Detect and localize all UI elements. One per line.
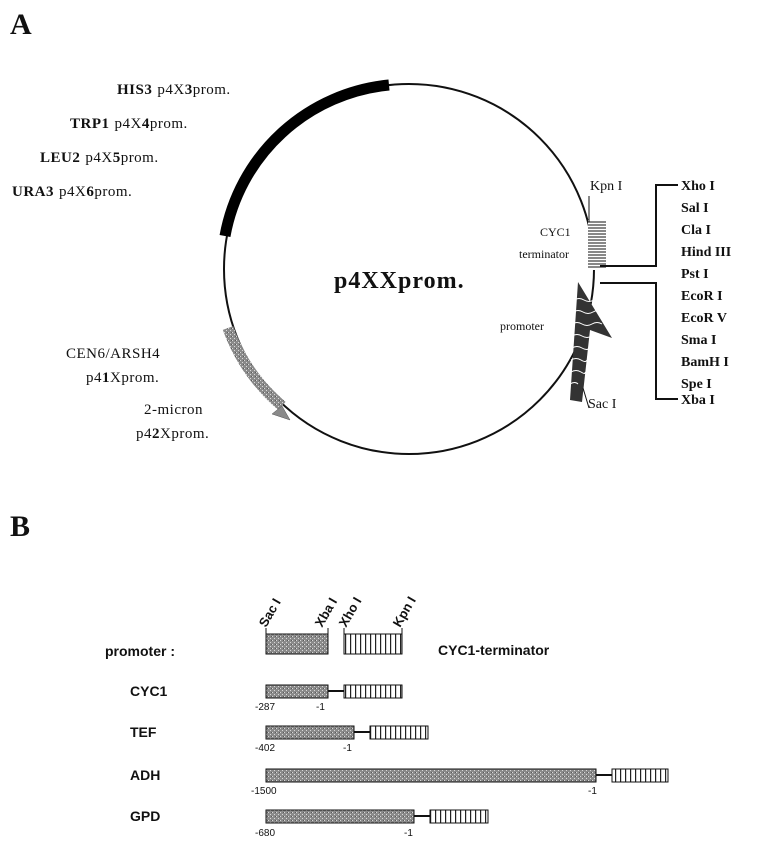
construct-row-gpd: GPD -680 -1: [130, 808, 489, 839]
marker-label-leu2: LEU2 p4X5prom.: [40, 150, 159, 166]
micron-label: 2-micron: [144, 402, 203, 418]
mcs-site: Xba I: [681, 393, 715, 408]
row-name: ADH: [130, 767, 160, 783]
terminator-label: terminator: [519, 247, 569, 261]
sac-tick: [582, 387, 590, 409]
sac-label: Sac I: [588, 397, 617, 412]
row-name: GPD: [130, 808, 160, 824]
promoter-bar: [265, 809, 415, 824]
kpn-label: Kpn I: [590, 179, 623, 194]
construct-row-cyc1: CYC1 -287 -1: [130, 683, 403, 713]
mcs-site: Sma I: [681, 333, 716, 348]
marker-label-his3: HIS3 p4X3prom.: [117, 82, 231, 98]
row-name: CYC1: [130, 683, 168, 699]
header-kpn: Kpn I: [390, 594, 419, 630]
mcs-bracket: [600, 184, 678, 400]
promoter-bar: [265, 725, 355, 740]
row-name: TEF: [130, 724, 157, 740]
terminator-bar: [611, 768, 669, 783]
marker-label-ura3: URA3 p4X6prom.: [12, 184, 132, 200]
coord-start: -1500: [251, 786, 277, 797]
promoter-bar: [265, 684, 329, 699]
promoter-row-label: promoter :: [105, 643, 175, 659]
mcs-site: Cla I: [681, 223, 711, 238]
mcs-site: Xho I: [681, 179, 715, 194]
terminator-row-label: CYC1-terminator: [438, 642, 550, 658]
terminator-bar: [429, 809, 489, 824]
coord-start: -402: [255, 743, 275, 754]
header-xho: Xho I: [336, 594, 365, 629]
promoter-bar: [265, 768, 597, 783]
promoter-arrow: [569, 282, 612, 402]
terminator-box: [343, 633, 403, 655]
origin-arc: [222, 326, 286, 411]
coord-end: -1: [343, 743, 352, 754]
promoter-label: promoter: [500, 319, 544, 333]
coord-start: -287: [255, 702, 275, 713]
coord-end: -1: [316, 702, 325, 713]
cen-label: CEN6/ARSH4: [66, 346, 160, 362]
mcs-site: EcoR I: [681, 289, 723, 304]
cyc1-label: CYC1: [540, 225, 571, 239]
mcs-site-list: Xho I Sal I Cla I Hind III Pst I EcoR I …: [681, 179, 731, 408]
coord-start: -680: [255, 828, 275, 839]
origin-arrowhead: [271, 405, 291, 421]
marker-label-trp1: TRP1 p4X4prom.: [70, 116, 188, 132]
panel-b-letter: B: [10, 510, 30, 543]
mcs-site: Hind III: [681, 245, 731, 260]
construct-row-tef: TEF -402 -1: [130, 724, 429, 754]
panel-a-letter: A: [10, 8, 32, 41]
panel-b-header-sites: Sac I Xba I Xho I Kpn I: [256, 594, 419, 630]
mcs-site: BamH I: [681, 355, 729, 370]
coord-end: -1: [588, 786, 597, 797]
mcs-site: Sal I: [681, 201, 709, 216]
header-xba: Xba I: [312, 595, 341, 629]
mcs-site: Pst I: [681, 267, 709, 282]
terminator-bar: [343, 684, 403, 699]
cyc1-terminator-block: [588, 220, 606, 270]
coord-end: -1: [404, 828, 413, 839]
plasmid-name: p4XXprom.: [334, 268, 465, 294]
promoter-box: [265, 633, 329, 655]
marker-gene-arc: [219, 79, 390, 237]
construct-row-adh: ADH -1500 -1: [130, 767, 669, 797]
mcs-site: Spe I: [681, 377, 712, 392]
cen-plasmid-label: p41Xprom.: [86, 370, 159, 386]
terminator-bar: [369, 725, 429, 740]
mcs-site: EcoR V: [681, 311, 727, 326]
micron-plasmid-label: p42Xprom.: [136, 426, 209, 442]
header-sac: Sac I: [256, 596, 284, 630]
